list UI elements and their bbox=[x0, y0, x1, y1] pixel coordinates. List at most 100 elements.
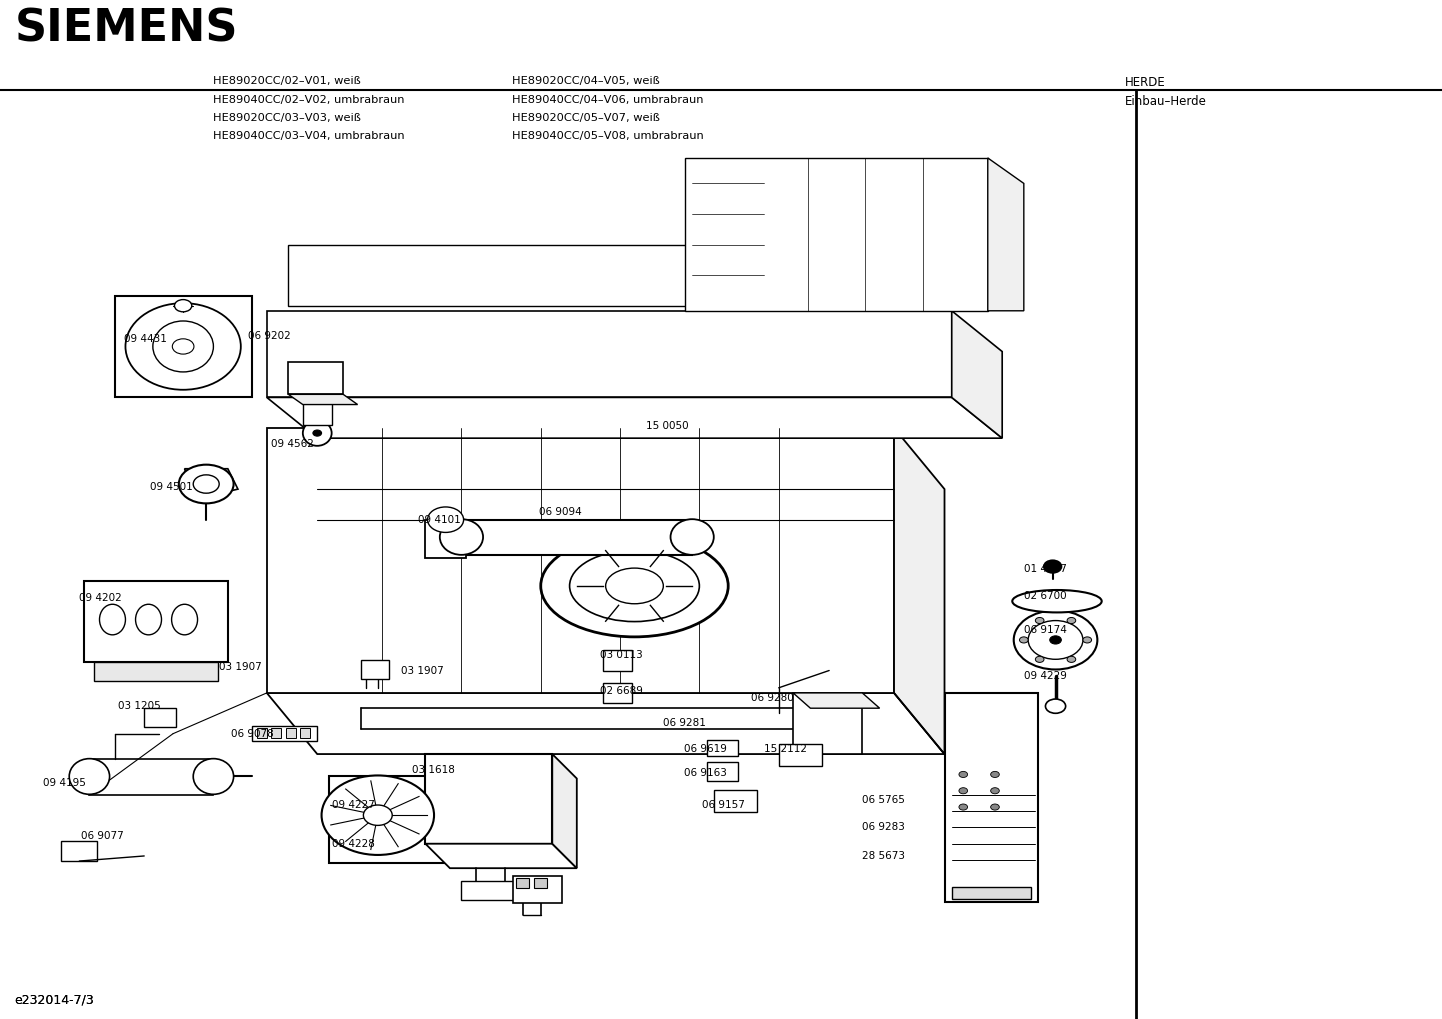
Polygon shape bbox=[988, 158, 1024, 311]
Text: 03 1907: 03 1907 bbox=[219, 662, 262, 673]
Text: 06 9078: 06 9078 bbox=[231, 729, 274, 739]
Bar bbox=[288, 245, 923, 306]
Ellipse shape bbox=[570, 550, 699, 622]
Text: HE89040CC/04–V06, umbrabraun: HE89040CC/04–V06, umbrabraun bbox=[512, 95, 704, 105]
Ellipse shape bbox=[69, 758, 110, 795]
Ellipse shape bbox=[1044, 560, 1061, 573]
Bar bbox=[603, 683, 632, 703]
Text: 09 4229: 09 4229 bbox=[1024, 671, 1067, 681]
Text: 09 4228: 09 4228 bbox=[332, 839, 375, 849]
Bar bbox=[707, 740, 738, 756]
Ellipse shape bbox=[427, 507, 463, 533]
Text: 09 4227: 09 4227 bbox=[332, 800, 375, 810]
Text: SIEMENS: SIEMENS bbox=[14, 8, 238, 51]
Ellipse shape bbox=[193, 475, 219, 493]
Text: 06 9281: 06 9281 bbox=[663, 718, 707, 729]
Polygon shape bbox=[952, 311, 1002, 438]
Ellipse shape bbox=[125, 304, 241, 390]
Text: 09 4101: 09 4101 bbox=[418, 515, 461, 525]
Ellipse shape bbox=[313, 430, 322, 436]
Text: 15 2112: 15 2112 bbox=[764, 744, 808, 754]
Polygon shape bbox=[461, 520, 692, 555]
Ellipse shape bbox=[172, 604, 198, 635]
Text: HE89040CC/03–V04, umbrabraun: HE89040CC/03–V04, umbrabraun bbox=[213, 131, 405, 142]
Text: HE89020CC/05–V07, weiß: HE89020CC/05–V07, weiß bbox=[512, 113, 660, 123]
Text: 02 6689: 02 6689 bbox=[600, 686, 643, 696]
Text: 01 4987: 01 4987 bbox=[1024, 564, 1067, 574]
Bar bbox=[252, 726, 317, 741]
Polygon shape bbox=[185, 469, 238, 499]
Ellipse shape bbox=[1012, 590, 1102, 612]
Bar bbox=[945, 693, 1038, 902]
Ellipse shape bbox=[193, 758, 234, 795]
Text: e232014-7/3: e232014-7/3 bbox=[14, 994, 94, 1007]
Text: 09 4431: 09 4431 bbox=[124, 334, 167, 344]
Ellipse shape bbox=[959, 788, 968, 794]
Ellipse shape bbox=[1045, 699, 1066, 713]
Text: 09 4562: 09 4562 bbox=[271, 439, 314, 449]
Ellipse shape bbox=[153, 321, 213, 372]
Ellipse shape bbox=[440, 520, 483, 555]
Text: 06 9094: 06 9094 bbox=[539, 506, 583, 517]
Bar bbox=[779, 744, 822, 766]
Polygon shape bbox=[425, 844, 577, 868]
Ellipse shape bbox=[991, 788, 999, 794]
Ellipse shape bbox=[1014, 610, 1097, 669]
Bar bbox=[534, 878, 547, 888]
Bar bbox=[516, 878, 529, 888]
Text: e232014-7/3: e232014-7/3 bbox=[14, 994, 94, 1007]
Text: 09 4202: 09 4202 bbox=[79, 593, 123, 603]
Ellipse shape bbox=[173, 339, 193, 355]
Polygon shape bbox=[923, 245, 966, 311]
Text: HE89020CC/02–V01, weiß: HE89020CC/02–V01, weiß bbox=[213, 76, 360, 87]
Bar bbox=[94, 662, 218, 681]
Bar bbox=[714, 790, 757, 812]
Bar bbox=[267, 311, 952, 397]
Bar bbox=[461, 881, 519, 900]
Bar bbox=[603, 650, 632, 671]
Bar bbox=[360, 660, 389, 679]
Text: Einbau–Herde: Einbau–Herde bbox=[1125, 95, 1207, 108]
Ellipse shape bbox=[363, 805, 392, 825]
Bar bbox=[685, 158, 988, 311]
Bar bbox=[286, 728, 296, 738]
Text: HE89020CC/04–V05, weiß: HE89020CC/04–V05, weiß bbox=[512, 76, 659, 87]
Polygon shape bbox=[894, 428, 945, 754]
Ellipse shape bbox=[991, 771, 999, 777]
Ellipse shape bbox=[1050, 636, 1061, 644]
Bar bbox=[267, 428, 894, 693]
Text: 03 1907: 03 1907 bbox=[401, 665, 444, 676]
Bar bbox=[707, 762, 738, 781]
Text: 28 5673: 28 5673 bbox=[862, 851, 906, 861]
Ellipse shape bbox=[1035, 656, 1044, 662]
Bar bbox=[425, 754, 552, 844]
Ellipse shape bbox=[1035, 618, 1044, 624]
Text: 06 5765: 06 5765 bbox=[862, 795, 906, 805]
Polygon shape bbox=[267, 693, 945, 754]
Polygon shape bbox=[89, 759, 213, 795]
Ellipse shape bbox=[99, 604, 125, 635]
Ellipse shape bbox=[136, 604, 162, 635]
Ellipse shape bbox=[1067, 656, 1076, 662]
Text: 15 0050: 15 0050 bbox=[646, 421, 689, 431]
Bar bbox=[300, 728, 310, 738]
Ellipse shape bbox=[1083, 637, 1092, 643]
Ellipse shape bbox=[174, 300, 192, 312]
Text: 03 1205: 03 1205 bbox=[118, 701, 162, 711]
Text: HE89040CC/05–V08, umbrabraun: HE89040CC/05–V08, umbrabraun bbox=[512, 131, 704, 142]
Ellipse shape bbox=[671, 520, 714, 555]
Text: HE89020CC/03–V03, weiß: HE89020CC/03–V03, weiß bbox=[213, 113, 362, 123]
Bar bbox=[257, 728, 267, 738]
Bar bbox=[144, 708, 176, 727]
Bar bbox=[303, 403, 332, 425]
Text: HERDE: HERDE bbox=[1125, 76, 1165, 90]
Text: HE89040CC/02–V02, umbrabraun: HE89040CC/02–V02, umbrabraun bbox=[213, 95, 405, 105]
Ellipse shape bbox=[991, 804, 999, 810]
Text: 09 4195: 09 4195 bbox=[43, 777, 87, 788]
Ellipse shape bbox=[1067, 618, 1076, 624]
Bar bbox=[115, 296, 252, 397]
Ellipse shape bbox=[959, 804, 968, 810]
Text: 06 9280: 06 9280 bbox=[751, 693, 795, 703]
Polygon shape bbox=[267, 397, 1002, 438]
Bar bbox=[329, 776, 473, 863]
